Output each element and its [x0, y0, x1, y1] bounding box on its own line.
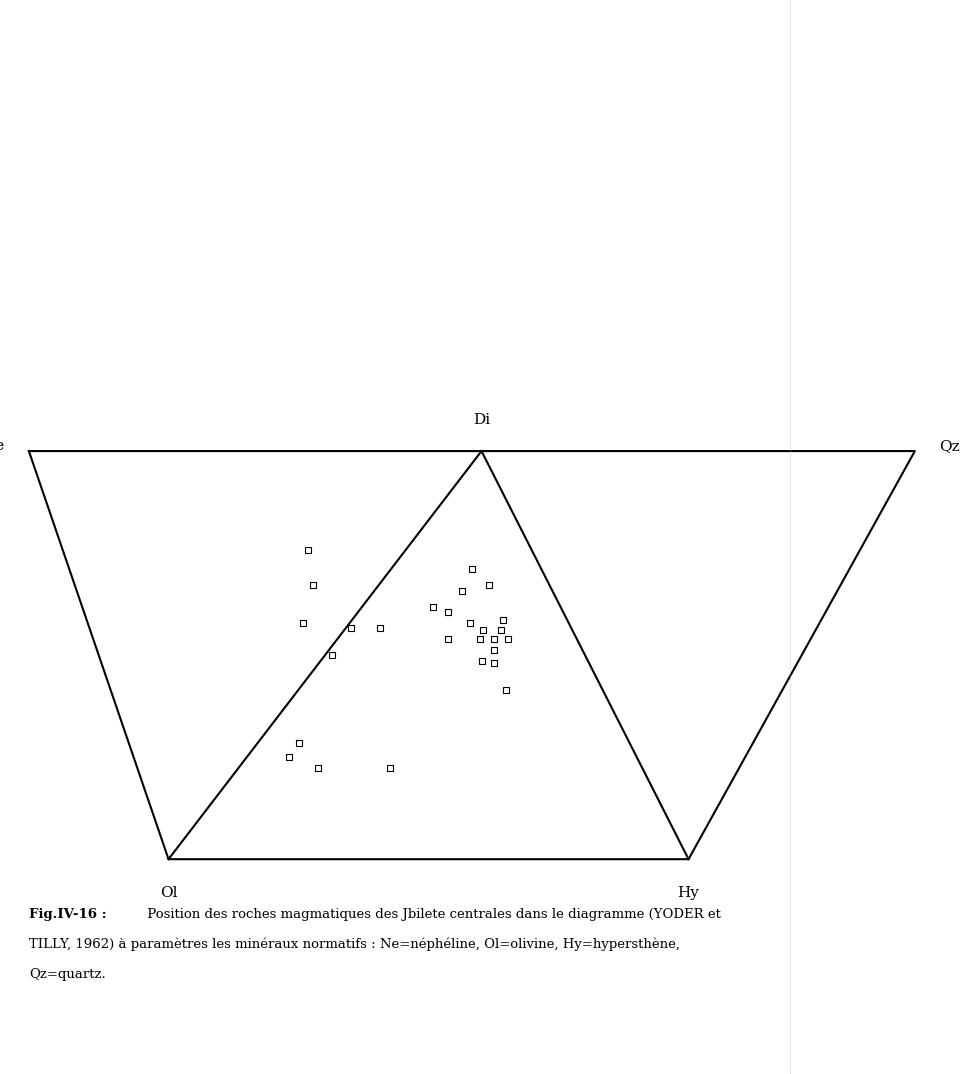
Text: TILLY, 1962) à paramètres les minéraux normatifs : Ne=néphéline, Ol=olivine, Hy=: TILLY, 1962) à paramètres les minéraux n…: [29, 938, 680, 952]
Text: Qz=quartz.: Qz=quartz.: [29, 968, 106, 981]
Text: Ne: Ne: [0, 438, 5, 453]
Text: Di: Di: [473, 413, 490, 427]
Text: Hy: Hy: [678, 886, 699, 900]
Text: Fig.IV-16 :: Fig.IV-16 :: [29, 908, 107, 920]
Text: Qz: Qz: [939, 438, 959, 453]
Text: Position des roches magmatiques des Jbilete centrales dans le diagramme (YODER e: Position des roches magmatiques des Jbil…: [143, 908, 720, 920]
Text: Ol: Ol: [160, 886, 177, 900]
